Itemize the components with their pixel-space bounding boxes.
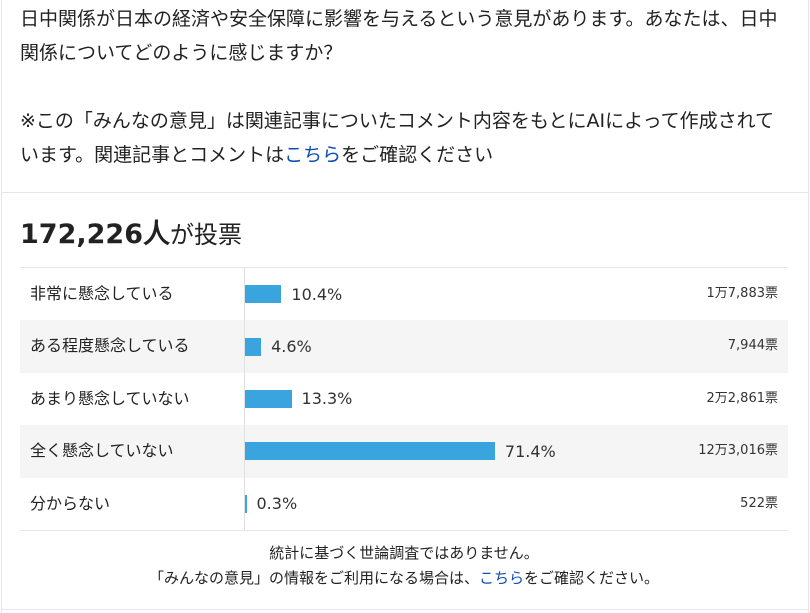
vote-count-number: 172,226人: [20, 219, 170, 250]
result-divider: [244, 268, 245, 321]
question-gap: [20, 70, 792, 104]
note-line-2-suffix: をご確認ください: [341, 144, 494, 166]
card-left-border: [1, 0, 2, 613]
result-label: ある程度懸念している: [30, 336, 190, 356]
note-line-2: います。関連記事とコメントはこちらをご確認ください: [20, 138, 792, 172]
result-row: あまり懸念していない 13.3% 2万2,861票: [20, 372, 788, 426]
results-table: 非常に懸念している 10.4% 1万7,883票 ある程度懸念している 4.6%…: [20, 267, 788, 531]
disclaimer-line-1: 統計に基づく世論調査ではありません。: [269, 544, 539, 562]
result-row: 非常に懸念している 10.4% 1万7,883票: [20, 268, 788, 321]
result-percent: 71.4%: [504, 441, 556, 461]
result-bar-area: 71.4%: [245, 425, 556, 477]
poll-question: 日中関係が日本の経済や安全保障に影響を与えるという意見があります。あなたは、日中…: [20, 2, 792, 172]
result-bar-area: 4.6%: [245, 320, 312, 372]
result-row: 分からない 0.3% 522票: [20, 477, 788, 530]
disclaimer-line-2: 「みんなの意見」の情報をご利用になる場合は、こちらをご確認ください。: [20, 566, 788, 591]
result-bar: [245, 442, 495, 461]
question-line-2: 関係についてどのように感じますか？: [20, 42, 343, 64]
result-label: 非常に懸念している: [30, 284, 174, 303]
result-row: ある程度懸念している 4.6% 7,944票: [20, 320, 788, 373]
vote-count: 172,226人が投票: [20, 212, 242, 251]
result-percent: 10.4%: [291, 284, 343, 304]
result-bar-area: 10.4%: [245, 268, 342, 320]
result-votes: 7,944票: [727, 338, 778, 354]
section-divider: [2, 192, 808, 193]
result-label: 分からない: [30, 493, 111, 513]
card-right-border: [808, 0, 809, 613]
result-bar: [245, 389, 292, 408]
vote-count-suffix: が投票: [169, 221, 242, 249]
result-label: あまり懸念していない: [30, 388, 190, 408]
result-bar-area: 13.3%: [245, 373, 352, 425]
result-votes: 12万3,016票: [698, 443, 778, 459]
result-votes: 522票: [740, 495, 778, 511]
result-percent: 13.3%: [301, 389, 353, 409]
related-articles-link[interactable]: こちら: [284, 144, 342, 166]
note-line-1: ※この「みんなの意見」は関連記事についたコメント内容をもとにAIによって作成され…: [20, 110, 775, 132]
result-percent: 0.3%: [256, 494, 298, 514]
result-label: 全く懸念していない: [30, 441, 174, 461]
result-row: 全く懸念していない 71.4% 12万3,016票: [20, 425, 788, 478]
result-votes: 2万2,861票: [706, 390, 779, 406]
result-votes: 1万7,883票: [706, 286, 779, 301]
result-divider: [244, 320, 245, 373]
bottom-divider: [2, 609, 808, 610]
disclaimer-line-2-suffix: をご確認ください。: [524, 569, 660, 587]
result-percent: 4.6%: [271, 337, 312, 357]
result-divider: [244, 425, 245, 478]
disclaimer-line-2-prefix: 「みんなの意見」の情報をご利用になる場合は、: [148, 569, 479, 587]
result-bar: [245, 494, 247, 513]
note-line-2-prefix: います。関連記事とコメントは: [20, 144, 285, 166]
disclaimer-link[interactable]: こちら: [478, 569, 524, 587]
result-bar: [245, 285, 282, 304]
result-divider: [244, 372, 245, 426]
result-divider: [244, 477, 245, 530]
result-bar-area: 0.3%: [245, 478, 297, 530]
disclaimer: 統計に基づく世論調査ではありません。 「みんなの意見」の情報をご利用になる場合は…: [20, 541, 788, 591]
question-line-1: 日中関係が日本の経済や安全保障に影響を与えるという意見があります。あなたは、日中: [20, 8, 778, 30]
result-bar: [245, 337, 262, 356]
